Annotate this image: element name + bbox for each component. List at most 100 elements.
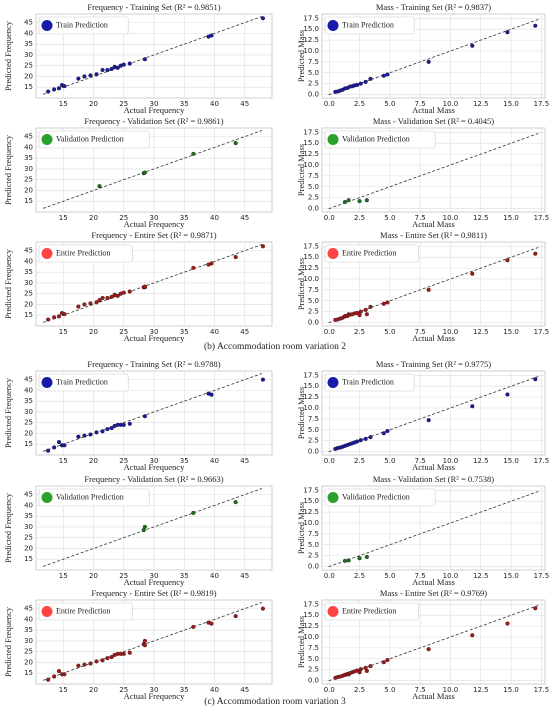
point [62,443,67,448]
point [505,621,510,626]
x-axis-label: Actual Frequency [124,219,185,229]
x-tick-label: 35 [180,457,189,465]
x-tick-label: 40 [210,572,219,580]
legend-marker [41,377,53,388]
point [385,658,390,663]
x-tick-label: 40 [210,328,219,336]
y-tick-label: 17.5 [303,371,319,379]
x-tick-label: 7.5 [415,214,426,222]
y-tick-label: 0.0 [308,448,319,456]
legend: Validation Prediction [324,130,436,149]
point [46,317,51,322]
x-tick-label: 30 [150,328,159,336]
y-tick-label: 12.5 [303,150,319,158]
y-axis-label: Predicted Mass [296,258,306,310]
legend-box [324,130,436,149]
point [364,554,369,559]
x-tick-label: 12.5 [473,457,489,465]
point [191,624,196,629]
legend-box [324,488,436,507]
x-tick-label: 17.5 [534,100,550,108]
point [142,170,147,175]
y-tick-label: 25 [24,62,33,70]
y-tick-label: 15 [24,83,33,91]
x-axis-label: Actual Frequency [124,577,185,587]
reference-line [42,130,263,209]
point [121,290,126,295]
x-axis-label: Actual Mass [412,333,455,343]
legend-label: Train Prediction [56,20,108,29]
point [109,426,114,431]
point [82,662,87,667]
y-tick-label: 2.5 [308,308,319,316]
point [191,510,196,515]
point [62,84,67,89]
y-axis-label: Predicted Mass [296,30,306,82]
x-axis-label: Actual Frequency [124,105,185,115]
x-tick-label: 2.5 [354,328,365,336]
legend-box [38,602,133,621]
x-tick-label: 2.5 [354,214,365,222]
point [260,16,265,21]
caption: (b) Accommodation room variation 2 [204,341,346,352]
y-tick-label: 5.0 [308,426,319,434]
subplot: 15 20 25 30 35 40 45 15 20 25 30 35 40 45 Train Predic… [3,359,273,472]
point [357,199,362,204]
x-tick-label: 17.5 [534,457,550,465]
y-tick-label: 17.5 [303,14,319,22]
x-axis-label: Actual Mass [412,219,455,229]
y-axis-label: Predicted Frequency [3,606,13,677]
point [109,294,114,299]
y-tick-label: 2.5 [308,666,319,674]
point [233,255,238,260]
point [209,261,214,266]
x-tick-label: 35 [180,328,189,336]
y-tick-label: 45 [24,133,33,141]
legend-marker [327,20,339,31]
point [385,300,390,305]
legend-marker [41,20,53,31]
x-tick-label: 17.5 [534,214,550,222]
point [505,258,510,263]
point [342,199,348,205]
point [76,304,81,309]
x-tick-label: 0.0 [324,214,335,222]
point [76,663,81,668]
legend-marker [41,134,53,145]
y-tick-label: 7.5 [308,415,319,423]
y-tick-label: 5.0 [308,69,319,77]
point [381,431,386,436]
point [342,558,348,563]
y-tick-label: 20 [24,429,33,437]
y-tick-label: 0.0 [308,677,319,685]
x-tick-label: 35 [180,100,189,108]
point [82,302,87,307]
legend-marker [41,492,53,503]
point [260,377,265,382]
reference-line [42,244,263,323]
x-tick-label: 5.0 [384,328,395,336]
legend-marker [41,606,53,617]
legend-label: Entire Prediction [342,248,396,257]
y-axis-label: Predicted Frequency [3,377,13,448]
point [100,429,105,434]
y-axis-label: Predicted Mass [296,616,306,668]
y-tick-label: 7.5 [308,286,319,294]
x-tick-label: 30 [150,457,159,465]
subplot: 15 20 25 30 35 40 45 15 20 25 30 35 40 45 Validation P… [3,116,273,229]
point [82,74,87,79]
legend: Entire Prediction [38,244,133,263]
point [355,82,360,87]
point [56,86,62,91]
point [363,436,368,441]
point [46,677,51,682]
point [52,87,57,92]
x-tick-label: 5.0 [384,457,395,465]
point [100,295,105,301]
legend-box [324,244,419,263]
reference-line [42,373,263,452]
point [233,500,238,505]
chart-title: Frequency - Entire Set (R² = 0.9871) [91,230,216,240]
chart-title: Frequency - Entire Set (R² = 0.9819) [91,588,216,598]
point [52,674,57,679]
